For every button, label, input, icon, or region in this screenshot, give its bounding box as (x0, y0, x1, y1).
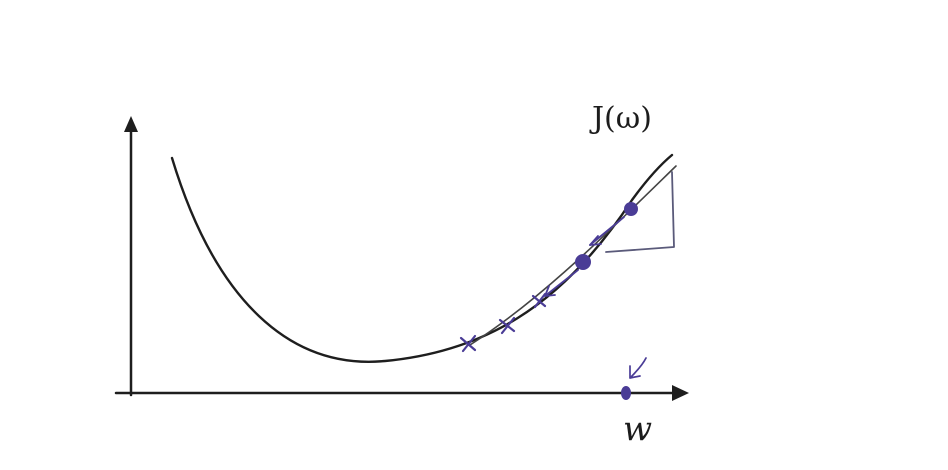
y-axis-arrowhead (124, 116, 138, 132)
step-arrowhead-1 (589, 235, 602, 246)
tangent-line (469, 165, 677, 346)
x-axis-label: w (623, 409, 652, 449)
step-arrow-2 (544, 269, 579, 297)
point-marker-1 (624, 202, 638, 216)
x-axis (114, 385, 689, 401)
slope-triangle (605, 171, 675, 253)
step-arrow-1 (589, 216, 625, 246)
x-axis-arrowhead (672, 385, 689, 401)
initial-w-point (621, 386, 631, 400)
function-label: J(ω) (589, 101, 652, 136)
cost-curve (170, 153, 674, 363)
point-marker-2 (575, 254, 591, 270)
iteration-marker-1 (531, 292, 547, 309)
y-axis (124, 116, 138, 397)
initial-w-pointer-arrow (629, 357, 647, 379)
iteration-marker-3 (459, 334, 477, 353)
iteration-marker-2 (498, 316, 516, 335)
